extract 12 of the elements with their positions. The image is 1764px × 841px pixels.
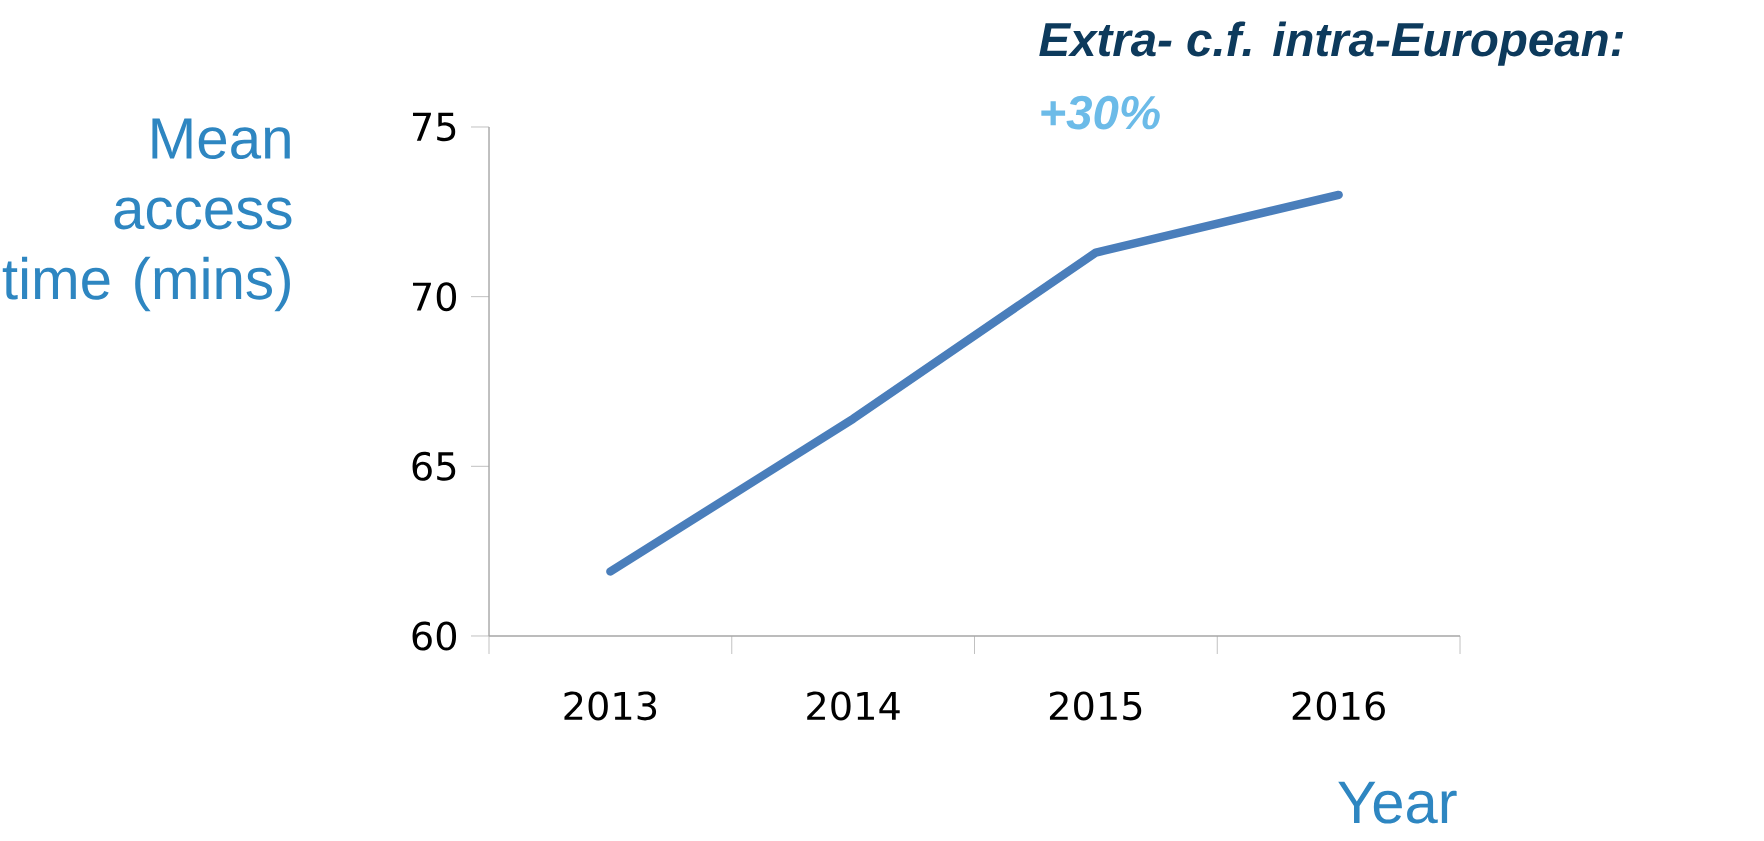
y-tick-label: 75: [412, 112, 456, 142]
x-tick-label: 2016: [1292, 691, 1385, 721]
x-tick-label: 2015: [1049, 691, 1142, 721]
y-tick-label: 70: [412, 282, 457, 312]
y-axis-title: Mean access time (mins): [2, 118, 292, 312]
y-tick-label: 60: [412, 621, 457, 651]
x-axis-title: Year: [1338, 781, 1457, 824]
x-tick-label: 2014: [807, 691, 900, 721]
x-tick-label: 2013: [564, 691, 657, 721]
chart-title: Extra- c.f. intra-European:: [1039, 21, 1624, 66]
y-tick-label: 65: [412, 451, 456, 481]
chart-subtitle: +30%: [1041, 95, 1160, 130]
